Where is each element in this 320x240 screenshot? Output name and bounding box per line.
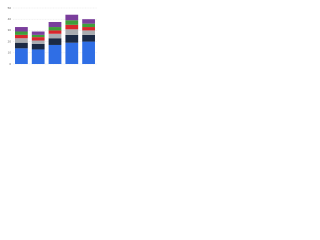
y-tick-label: 50 [8, 6, 12, 10]
bar-segment [82, 19, 95, 24]
page: {"chart_data": {"type": "stacked-bar", "… [0, 0, 100, 71]
y-tick-label: 10 [8, 51, 12, 55]
bar-segment [65, 24, 79, 30]
bar-segment [48, 27, 62, 31]
bar-segment [31, 34, 45, 38]
bar-segment [31, 43, 45, 50]
bar-segment [65, 20, 79, 25]
chart: 0 10 20 30 40 50 [8, 6, 97, 66]
bar-segment [15, 48, 28, 64]
bar-segment [31, 49, 45, 64]
bar-segment [48, 22, 62, 28]
bar-segment [48, 44, 62, 64]
bar-segment [15, 31, 28, 35]
bar-segment [48, 30, 62, 34]
y-tick-label: 40 [8, 17, 12, 21]
bar-segment [65, 14, 79, 21]
bar-segment [48, 38, 62, 45]
bar-segment [31, 40, 45, 44]
bar-segment [82, 27, 95, 31]
bar-segment [15, 34, 28, 39]
bar-segment [82, 41, 95, 64]
y-tick-label: 0 [9, 62, 11, 66]
bar-segment [82, 23, 95, 28]
bar-segment [82, 34, 95, 42]
bar-segment [15, 38, 28, 43]
bar-segment [65, 34, 79, 43]
y-tick-label: 30 [8, 28, 12, 32]
bar-segment [15, 42, 28, 49]
bar-segment [82, 30, 95, 35]
bar-segment [31, 31, 45, 35]
bar-segment [65, 29, 79, 35]
bar-segment [65, 42, 79, 64]
y-tick-label: 20 [8, 39, 12, 43]
bar-segment [15, 27, 28, 32]
bar-segment [31, 37, 45, 41]
bar-segment [48, 33, 62, 39]
